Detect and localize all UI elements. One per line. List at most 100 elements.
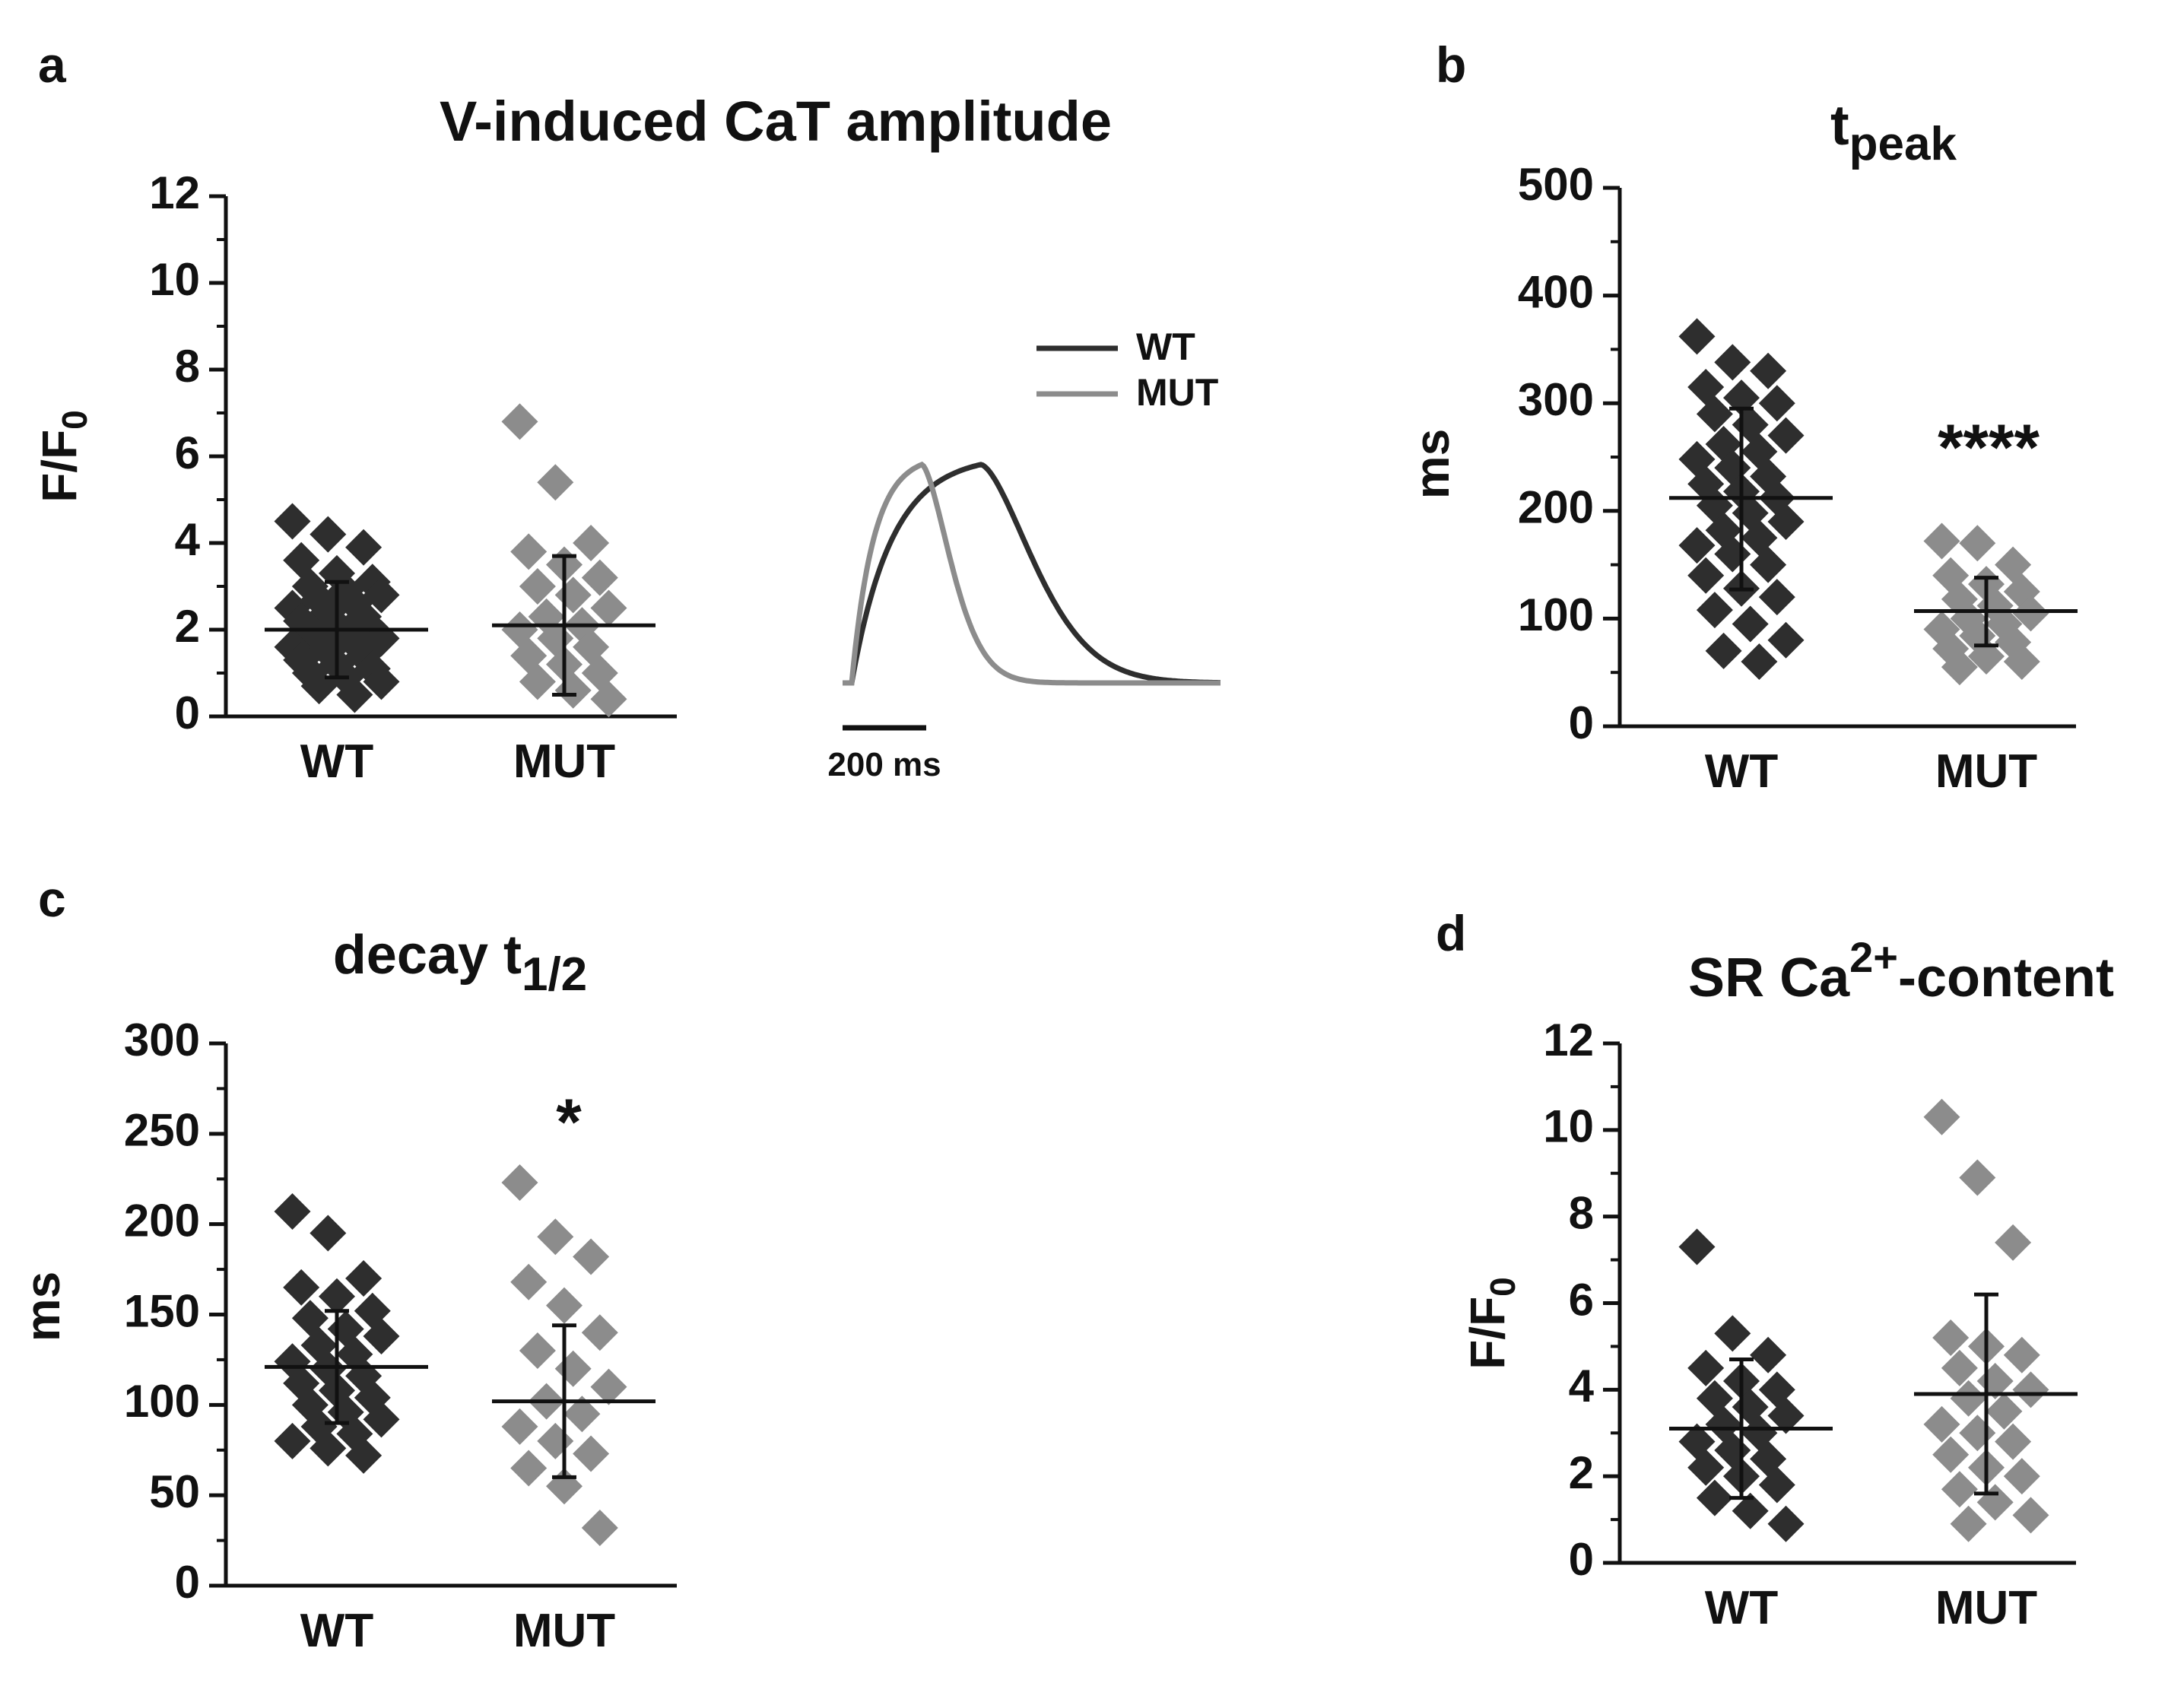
data-point-wt — [345, 529, 383, 566]
panel-c-title: decay t1/2 — [333, 925, 587, 1001]
data-point-mut — [537, 1218, 574, 1256]
y-tick-label: 6 — [1569, 1274, 1594, 1325]
data-point-wt — [1758, 579, 1795, 616]
panel-a-ylabel: F/F0 — [32, 410, 94, 503]
data-point-mut — [1932, 1436, 1970, 1473]
y-tick-label: 400 — [1518, 266, 1594, 317]
data-point-wt — [310, 516, 347, 553]
y-tick-label: 2 — [1569, 1447, 1594, 1498]
data-point-mut — [554, 576, 592, 614]
x-tick-label: WT — [300, 735, 374, 788]
panel-d-title: SR Ca2+-content — [1688, 933, 2114, 1008]
data-point-mut — [1941, 1471, 1978, 1508]
data-point-wt — [274, 503, 311, 540]
panel-d-ylabel: F/F0 — [1460, 1277, 1522, 1370]
y-tick-label: 8 — [1569, 1188, 1594, 1239]
data-point-mut — [510, 533, 548, 570]
data-point-wt — [345, 1437, 383, 1474]
data-point-wt — [1732, 1492, 1769, 1529]
data-point-mut — [1995, 1423, 2032, 1460]
y-tick-label: 200 — [124, 1196, 200, 1246]
data-point-mut — [573, 1435, 610, 1472]
y-tick-label: 12 — [149, 167, 200, 218]
x-tick-label: WT — [1705, 745, 1779, 798]
data-point-mut — [1959, 1159, 1996, 1196]
data-point-wt — [274, 1422, 311, 1459]
data-point-mut — [501, 1164, 538, 1202]
data-point-mut — [510, 1263, 548, 1300]
data-point-wt — [1687, 368, 1725, 405]
data-point-mut — [519, 663, 556, 700]
data-point-mut — [1941, 1349, 1978, 1386]
y-tick-label: 0 — [1569, 1534, 1594, 1585]
data-point-wt — [319, 1278, 355, 1315]
data-point-wt — [1767, 621, 1805, 659]
legend-wt-label: WT — [1136, 325, 1195, 368]
y-tick-label: 100 — [124, 1376, 200, 1427]
data-point-wt — [1767, 503, 1805, 540]
y-tick-label: 250 — [124, 1105, 200, 1156]
data-point-mut — [590, 589, 627, 627]
data-point-mut — [501, 403, 538, 440]
data-point-mut — [1932, 1319, 1970, 1357]
data-point-mut — [537, 1422, 574, 1459]
data-point-wt — [1687, 1449, 1725, 1486]
data-point-wt — [310, 1430, 347, 1467]
panel-a-letter: a — [38, 37, 67, 93]
data-point-wt — [1732, 605, 1769, 643]
data-point-wt — [1741, 643, 1778, 681]
x-tick-label: MUT — [1935, 745, 2037, 798]
y-tick-label: 10 — [1543, 1101, 1594, 1152]
panel-b-plot: 0 100 200 300 400 500 WT MUT — [1518, 159, 2078, 798]
y-tick-label: 300 — [1518, 374, 1594, 425]
y-tick-label: 10 — [149, 254, 200, 305]
data-point-wt — [1705, 632, 1742, 669]
y-tick-label: 200 — [1518, 482, 1594, 533]
y-tick-label: 4 — [175, 514, 201, 565]
y-tick-label: 50 — [149, 1466, 200, 1517]
data-point-mut — [519, 1332, 556, 1370]
trace-inset: WT MUT 200 ms — [827, 325, 1221, 783]
legend-mut-label: MUT — [1136, 371, 1218, 414]
y-tick-label: 300 — [124, 1015, 200, 1065]
data-point-mut — [581, 559, 618, 596]
data-point-mut — [581, 1314, 618, 1351]
y-tick-label: 12 — [1543, 1015, 1594, 1065]
panel-c-plot: 0 50 100 150 200 250 300 WT MUT — [124, 1015, 677, 1657]
x-tick-label: MUT — [513, 735, 615, 788]
data-point-mut — [2012, 1371, 2049, 1408]
data-point-mut — [2003, 1336, 2040, 1373]
data-point-wt — [363, 663, 400, 700]
data-point-mut — [590, 681, 627, 718]
data-point-mut — [573, 525, 610, 561]
data-point-mut — [1976, 1484, 2014, 1521]
data-point-wt — [1696, 1479, 1733, 1516]
data-point-wt — [1750, 352, 1787, 389]
data-point-mut — [519, 568, 556, 605]
data-point-wt — [1714, 344, 1751, 381]
data-point-mut — [1950, 1380, 1987, 1417]
x-tick-label: WT — [300, 1605, 374, 1657]
y-tick-label: 150 — [124, 1285, 200, 1336]
data-point-mut — [1986, 1392, 2023, 1430]
panel-a-title: V-induced CaT amplitude — [440, 90, 1112, 153]
data-point-wt — [345, 1259, 383, 1297]
data-point-mut — [581, 1509, 618, 1546]
y-tick-label: 8 — [175, 341, 200, 392]
panel-d-plot: 0 2 4 6 8 10 12 WT MUT — [1543, 1015, 2078, 1634]
data-point-wt — [1714, 1315, 1751, 1352]
data-point-mut — [563, 1396, 601, 1433]
trace-mut — [843, 461, 1221, 686]
data-point-wt — [1696, 395, 1733, 433]
data-point-mut — [2012, 1497, 2049, 1534]
data-point-mut — [2012, 595, 2049, 632]
data-point-mut — [1923, 1098, 1960, 1135]
data-point-mut — [537, 464, 574, 501]
scalebar-label: 200 ms — [827, 746, 941, 783]
data-point-wt — [1758, 385, 1795, 422]
y-tick-label: 0 — [1569, 697, 1594, 748]
panel-c-ylabel: ms — [15, 1272, 70, 1342]
data-point-mut — [1950, 1505, 1987, 1542]
data-point-wt — [283, 1269, 320, 1306]
